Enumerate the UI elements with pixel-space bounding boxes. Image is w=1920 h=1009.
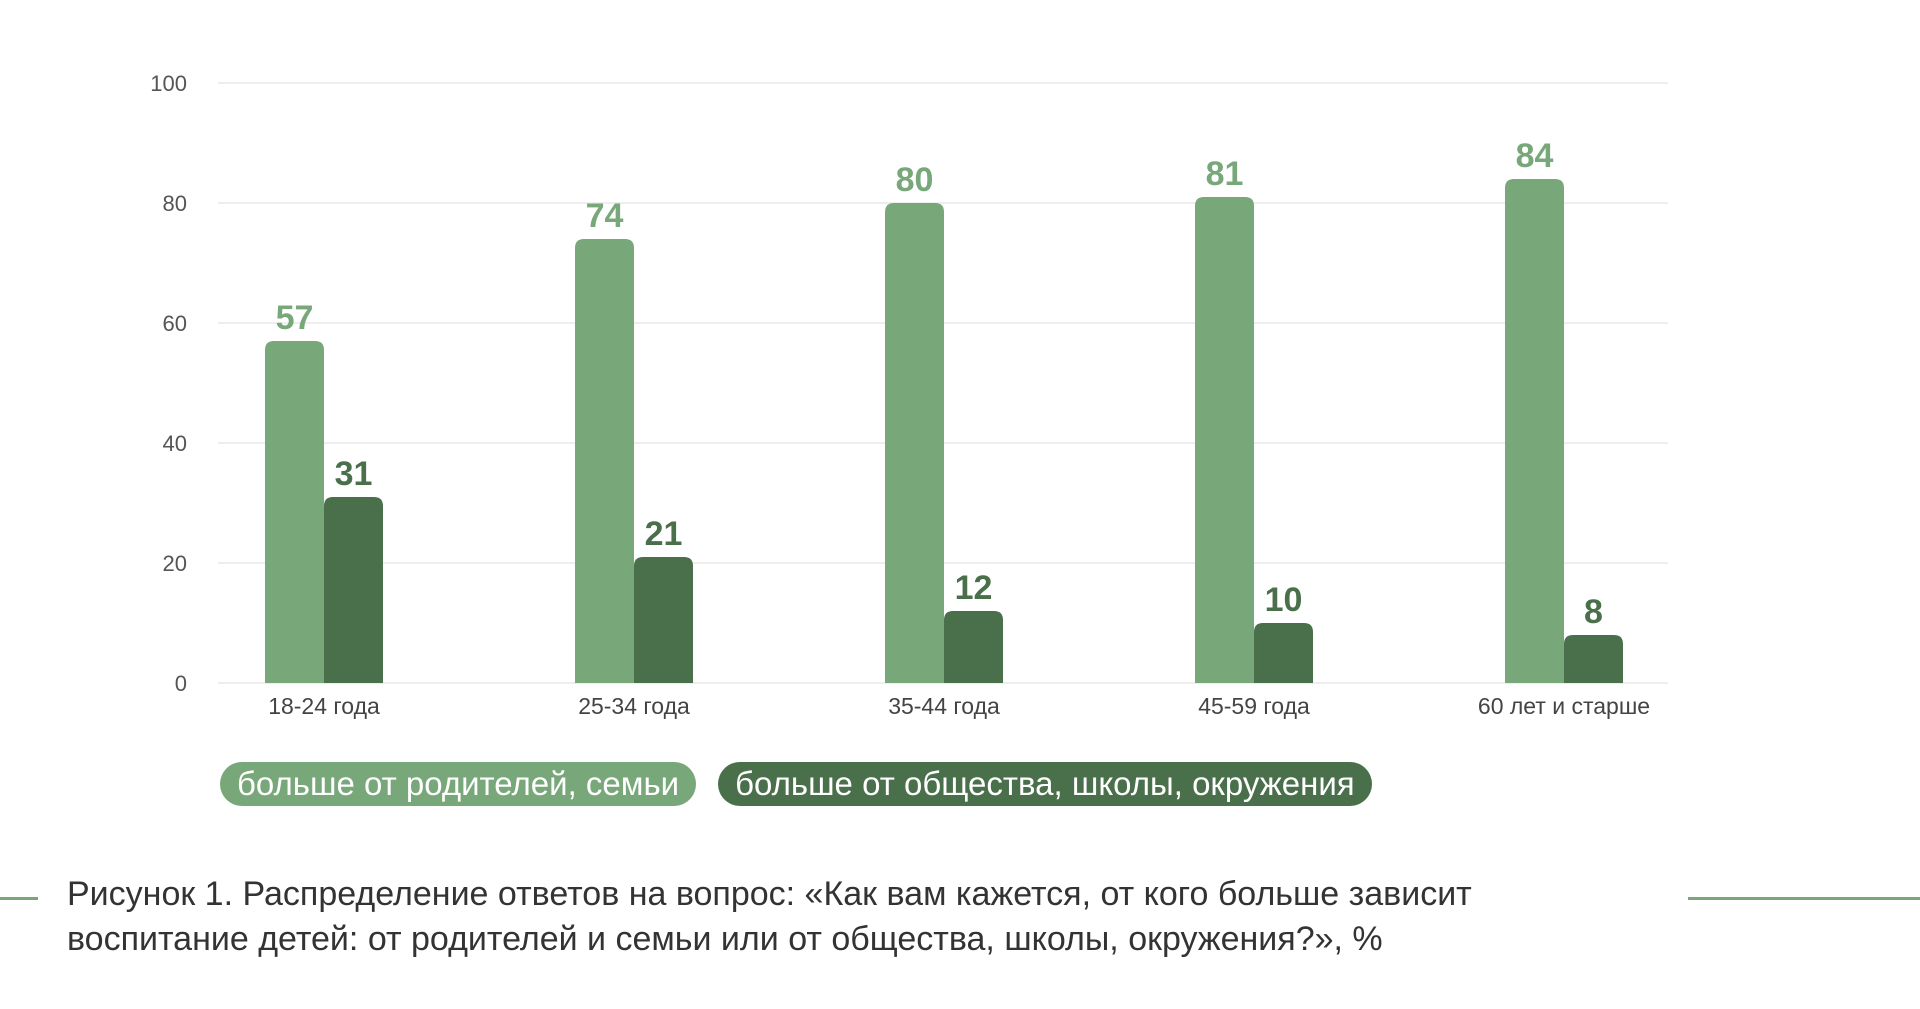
chart-legend: больше от родителей, семьи больше от общ… [220,762,1372,806]
data-label-s0-c2: 80 [896,161,934,199]
legend-item-society-school: больше от общества, школы, окружения [718,762,1372,806]
x-tick-label-2: 35-44 года [888,693,1000,719]
y-tick-label-60: 60 [163,311,187,336]
y-tick-label-80: 80 [163,191,187,216]
bar-s1-c0 [324,497,383,683]
bar-s0-c3 [1195,197,1254,683]
bar-s1-c3 [1254,623,1313,683]
x-tick-label-3: 45-59 года [1198,693,1310,719]
data-label-s0-c1: 74 [586,197,624,235]
legend-item-parents-family: больше от родителей, семьи [220,762,697,806]
decorative-rule-right [1688,897,1920,900]
decorative-rule-left [0,897,38,900]
data-label-s1-c4: 8 [1584,593,1603,631]
data-label-s1-c0: 31 [335,455,373,493]
bar-s1-c1 [634,557,693,683]
data-label-s1-c2: 12 [955,569,993,607]
x-tick-label-1: 25-34 года [578,693,690,719]
bar-chart: 0 20 40 60 80 100 57 31 18-24 года 74 21 25-34 года… [150,71,1668,719]
data-label-s0-c3: 81 [1206,155,1244,193]
x-tick-label-4: 60 лет и старше [1478,693,1650,719]
data-label-s0-c0: 57 [276,299,314,337]
caption-line-2: воспитание детей: от родителей и семьи и… [67,920,1383,958]
bar-s0-c4 [1505,179,1564,683]
data-label-s1-c3: 10 [1265,581,1303,619]
bar-s0-c1 [575,239,634,683]
figure-caption: Рисунок 1. Распределение ответов на вопр… [67,872,1627,962]
data-label-s0-c4: 84 [1516,137,1554,175]
y-tick-label-100: 100 [150,71,187,96]
caption-line-1: Рисунок 1. Распределение ответов на вопр… [67,875,1472,913]
y-tick-label-40: 40 [163,431,187,456]
y-tick-label-0: 0 [175,671,187,696]
data-label-s1-c1: 21 [645,515,683,553]
bar-s1-c2 [944,611,1003,683]
bar-s1-c4 [1564,635,1623,683]
x-tick-label-0: 18-24 года [268,693,380,719]
y-tick-label-20: 20 [163,551,187,576]
bar-s0-c2 [885,203,944,683]
bar-s0-c0 [265,341,324,683]
